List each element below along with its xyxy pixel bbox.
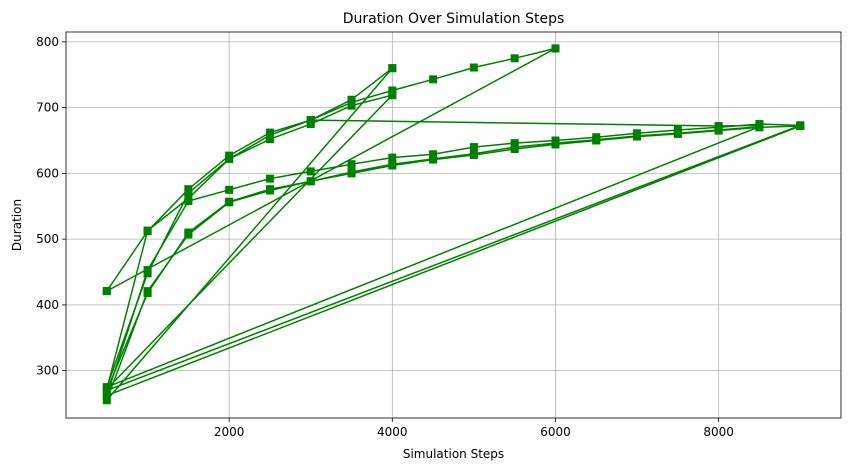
y-tick-label: 600 <box>36 166 59 180</box>
series-7 <box>102 44 560 296</box>
data-point <box>143 289 152 298</box>
series-line <box>106 94 760 388</box>
data-point <box>265 174 274 183</box>
data-point <box>510 143 519 152</box>
data-point <box>551 44 560 53</box>
data-point <box>469 149 478 158</box>
data-point <box>755 121 764 130</box>
data-point <box>306 167 315 176</box>
data-point <box>143 226 152 235</box>
data-point <box>184 189 193 198</box>
y-tick-label: 300 <box>36 364 59 378</box>
plot-frame <box>65 31 842 419</box>
y-tick-label: 400 <box>36 298 59 312</box>
data-point <box>265 131 274 140</box>
series-3 <box>102 120 805 400</box>
data-point <box>388 153 397 162</box>
axis-ticks: 2000 4000 6000 8000 300 400 500 600 700 800 <box>36 35 734 439</box>
x-tick-label: 6000 <box>540 425 571 439</box>
data-point <box>551 139 560 148</box>
data-point <box>265 185 274 194</box>
data-point <box>225 197 234 206</box>
y-tick-label: 700 <box>36 101 59 115</box>
data-point <box>347 160 356 169</box>
series-6 <box>102 44 560 394</box>
data-series <box>102 44 805 405</box>
y-tick-label: 500 <box>36 232 59 246</box>
series-line <box>106 124 801 392</box>
x-tick-label: 8000 <box>703 425 734 439</box>
series-2 <box>102 64 805 405</box>
grid-lines <box>66 32 841 418</box>
data-point <box>102 385 111 394</box>
data-point <box>633 131 642 140</box>
data-point <box>102 396 111 405</box>
data-point <box>388 64 397 73</box>
y-tick-label: 800 <box>36 35 59 49</box>
y-axis-label: Duration <box>10 199 24 251</box>
data-point <box>347 168 356 177</box>
data-point <box>184 228 193 237</box>
data-point <box>102 287 111 296</box>
x-tick-label: 4000 <box>377 425 408 439</box>
data-point <box>469 63 478 72</box>
data-point <box>388 160 397 169</box>
data-point <box>429 154 438 163</box>
data-point <box>469 143 478 152</box>
data-point <box>143 269 152 278</box>
data-point <box>388 91 397 100</box>
data-point <box>796 121 805 130</box>
data-point <box>388 86 397 95</box>
series-5 <box>102 91 764 392</box>
series-line <box>106 67 393 292</box>
series-8 <box>306 116 764 131</box>
data-point <box>306 116 315 125</box>
data-point <box>429 150 438 159</box>
data-point <box>102 391 111 400</box>
series-line <box>106 47 556 292</box>
data-point <box>184 194 193 203</box>
data-point <box>225 154 234 163</box>
data-point <box>225 185 234 194</box>
data-point <box>429 75 438 84</box>
data-point <box>592 135 601 144</box>
x-axis-label: Simulation Steps <box>403 447 504 461</box>
x-tick-label: 2000 <box>214 425 245 439</box>
data-point <box>347 98 356 107</box>
data-point <box>673 129 682 138</box>
data-point <box>714 122 723 131</box>
series-line <box>106 47 556 390</box>
series-line <box>310 119 760 127</box>
chart-title: Duration Over Simulation Steps <box>343 11 565 27</box>
data-point <box>510 54 519 63</box>
series-4 <box>102 121 805 395</box>
